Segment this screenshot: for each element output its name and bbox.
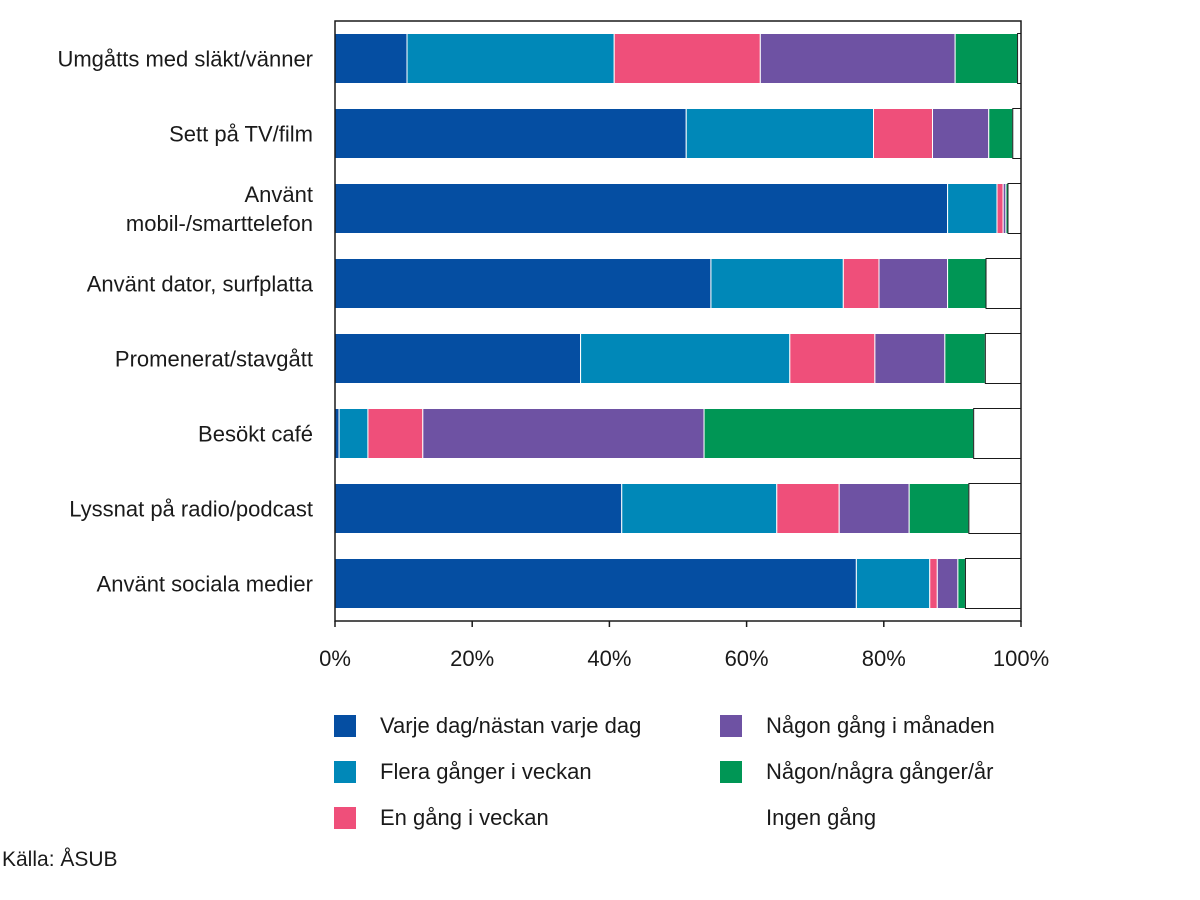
category-label-line: Använt sociala medier: [97, 572, 313, 597]
category-label: Använt dator, surfplatta: [87, 272, 314, 297]
x-tick-label: 60%: [725, 646, 769, 671]
category-label: Sett på TV/film: [169, 122, 313, 147]
bar-segment: [422, 408, 705, 459]
bar-segment: [985, 258, 1022, 309]
category-label-line: mobil-/smarttelefon: [126, 211, 313, 236]
bar-segment: [873, 108, 934, 159]
legend-item-monthly: Någon gång i månaden: [720, 708, 995, 744]
bar-segment: [947, 258, 987, 309]
legend-swatch-daily: [334, 715, 356, 737]
bar-segment: [334, 108, 687, 159]
category-label-line: Använt dator, surfplatta: [87, 272, 314, 297]
bar-segment: [842, 258, 880, 309]
legend-swatch-yearly: [720, 761, 742, 783]
bar-segment: [703, 408, 975, 459]
bar-segment: [789, 333, 876, 384]
x-tick-label: 0%: [319, 646, 351, 671]
plot-frame: [334, 20, 1022, 622]
bar-segment: [988, 108, 1014, 159]
bar-segment: [334, 33, 408, 84]
category-label-line: Promenerat/stavgått: [115, 347, 313, 372]
legend-item-several-weekly: Flera gånger i veckan: [334, 754, 592, 790]
bar-segment: [968, 483, 1022, 534]
bar-segment: [947, 183, 998, 234]
bar-segment: [878, 258, 949, 309]
bar-segment: [944, 333, 986, 384]
bar-segment: [685, 108, 875, 159]
bar-segment: [710, 258, 844, 309]
category-label-line: Besökt café: [198, 422, 313, 447]
bar-segment: [932, 108, 990, 159]
bar-segment: [367, 408, 424, 459]
legend-label-several-weekly: Flera gånger i veckan: [380, 759, 592, 784]
category-label: Använt sociala medier: [97, 572, 313, 597]
bar-segment: [613, 33, 761, 84]
legend-item-weekly: En gång i veckan: [334, 800, 549, 836]
legend-item-daily: Varje dag/nästan varje dag: [334, 708, 641, 744]
bar-segment: [855, 558, 931, 609]
legend-label-daily: Varje dag/nästan varje dag: [380, 713, 642, 738]
bar-segment: [936, 558, 959, 609]
bar-segment: [838, 483, 910, 534]
bar-segment: [776, 483, 840, 534]
legend-item-never: Ingen gång: [720, 800, 876, 836]
x-tick-label: 80%: [862, 646, 906, 671]
bar-segment: [621, 483, 778, 534]
bar-segment: [338, 408, 369, 459]
legend-item-yearly: Någon/några gånger/år: [720, 754, 994, 790]
legend-label-monthly: Någon gång i månaden: [766, 713, 995, 738]
bar-segment: [874, 333, 946, 384]
bar-segment: [334, 558, 857, 609]
bar-segment: [334, 183, 949, 234]
legend-swatch-monthly: [720, 715, 742, 737]
category-label-line: Lyssnat på radio/podcast: [69, 497, 313, 522]
x-tick-label: 100%: [993, 646, 1049, 671]
bar-segment: [973, 408, 1022, 459]
x-axis-ticks: 0% 20% 40% 60% 80% 100%: [319, 621, 1049, 671]
category-label: Använt mobil-/smarttelefon: [126, 182, 313, 236]
bar-segment: [929, 558, 938, 609]
bar-segment: [1007, 183, 1022, 234]
legend-label-never: Ingen gång: [766, 805, 877, 830]
bar-segment: [334, 333, 582, 384]
bar-segment: [334, 483, 623, 534]
bar-segment: [954, 33, 1019, 84]
x-tick-label: 40%: [587, 646, 631, 671]
category-label: Umgåtts med släkt/vänner: [57, 47, 313, 72]
category-label-line: Umgåtts med släkt/vänner: [57, 47, 313, 72]
category-label-line: Sett på TV/film: [169, 122, 313, 147]
bar-segment: [908, 483, 970, 534]
legend-swatch-weekly: [334, 807, 356, 829]
bar-segment: [759, 33, 956, 84]
bar-segment: [580, 333, 791, 384]
bar-segment: [964, 558, 1022, 609]
bar-segment: [406, 33, 615, 84]
legend-swatch-several-weekly: [334, 761, 356, 783]
category-label: Besökt café: [198, 422, 313, 447]
category-labels: Umgåtts med släkt/vänner Sett på TV/film A…: [57, 47, 313, 597]
bar-segment: [984, 333, 1022, 384]
category-label-line: Använt: [245, 182, 314, 207]
source-note: Källa: ÅSUB: [2, 848, 118, 871]
legend-swatch-never: [720, 807, 742, 829]
bar-segment: [1012, 108, 1022, 159]
x-tick-label: 20%: [450, 646, 494, 671]
bar-segment: [334, 258, 712, 309]
category-label: Promenerat/stavgått: [115, 347, 313, 372]
bar-segment: [957, 558, 966, 609]
legend-label-weekly: En gång i veckan: [380, 805, 549, 830]
legend-label-yearly: Någon/några gånger/år: [766, 759, 994, 784]
bar-segment: [996, 183, 1004, 234]
stacked-bar-chart: Umgåtts med släkt/vänner Sett på TV/film A…: [57, 20, 1049, 671]
bars-group: [334, 33, 1022, 609]
category-label: Lyssnat på radio/podcast: [69, 497, 313, 522]
